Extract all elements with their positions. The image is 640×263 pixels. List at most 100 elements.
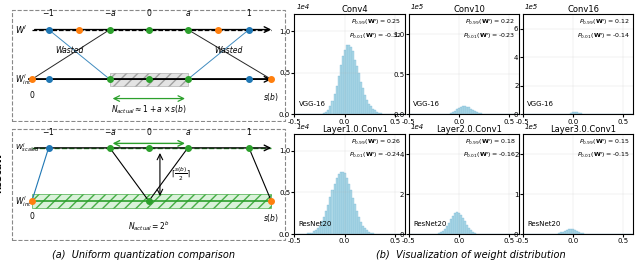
Bar (476, 112, 477, 114)
Bar (319, 226, 321, 234)
Bar (362, 88, 364, 114)
Bar (310, 233, 312, 234)
Text: ResNet20: ResNet20 (527, 221, 561, 227)
Bar (349, 190, 351, 234)
Bar (464, 106, 466, 114)
Bar (442, 231, 444, 234)
Bar (349, 47, 351, 114)
Title: Layer2.0.Conv1: Layer2.0.Conv1 (436, 125, 502, 134)
Bar (316, 230, 317, 234)
Bar (458, 108, 460, 114)
Text: $P_{0.99}(\mathbf{W}^r) = $0.26
$P_{0.01}(\mathbf{W}^r) = $-0.24: $P_{0.99}(\mathbf{W}^r) = $0.26 $P_{0.01… (349, 137, 401, 160)
Text: Vanilla: Vanilla (0, 37, 3, 72)
Bar (454, 111, 456, 114)
Bar (372, 233, 374, 234)
Bar (466, 107, 468, 114)
Bar (454, 213, 456, 234)
Bar (470, 230, 472, 234)
Bar (348, 184, 349, 234)
Bar (438, 233, 440, 234)
Bar (321, 221, 323, 234)
Bar (330, 106, 332, 114)
Text: VGG-16: VGG-16 (413, 102, 440, 107)
Text: 0: 0 (29, 91, 35, 100)
Bar (466, 225, 468, 234)
Text: ResNet20: ResNet20 (413, 221, 446, 227)
Bar (461, 218, 464, 234)
Text: $a$: $a$ (185, 9, 191, 18)
Bar (458, 213, 460, 234)
Text: $P_{0.99}(\mathbf{W}^r) = $0.12
$P_{0.01}(\mathbf{W}^r) = $-0.14: $P_{0.99}(\mathbf{W}^r) = $0.12 $P_{0.01… (577, 17, 630, 41)
Title: Conv4: Conv4 (342, 6, 369, 14)
Bar (32, 194, 271, 208)
Bar (558, 233, 560, 234)
Bar (367, 232, 370, 234)
Text: ResNet20: ResNet20 (299, 221, 332, 227)
Bar (372, 109, 374, 114)
Text: $s(b)$: $s(b)$ (263, 213, 280, 224)
Bar (576, 231, 578, 234)
Bar (356, 211, 358, 234)
Bar (380, 113, 381, 114)
Bar (468, 228, 470, 234)
Bar (328, 205, 330, 234)
Bar (444, 229, 445, 234)
Text: 1e5: 1e5 (525, 4, 538, 11)
Bar (333, 184, 335, 234)
Bar (337, 174, 340, 234)
Bar (365, 100, 367, 114)
Bar (314, 231, 316, 234)
Text: $-a$: $-a$ (104, 128, 116, 136)
Bar (582, 233, 584, 234)
Bar (110, 73, 188, 86)
Bar (370, 233, 372, 234)
Bar (312, 233, 314, 234)
Bar (578, 232, 580, 234)
Bar (572, 112, 574, 114)
Text: $-1$: $-1$ (42, 7, 55, 18)
Bar (562, 232, 564, 234)
Text: $P_{0.99}(\mathbf{W}^r) = $0.15
$P_{0.01}(\mathbf{W}^r) = $-0.15: $P_{0.99}(\mathbf{W}^r) = $0.15 $P_{0.01… (577, 137, 630, 160)
Bar (570, 229, 572, 234)
Bar (452, 112, 454, 114)
Text: $1$: $1$ (246, 126, 252, 136)
Bar (353, 60, 356, 114)
Bar (328, 110, 330, 114)
Bar (340, 172, 342, 234)
Bar (342, 171, 344, 234)
Text: 1e4: 1e4 (296, 124, 310, 130)
Bar (378, 113, 380, 114)
Text: $W^l$: $W^l$ (15, 23, 28, 36)
Bar (566, 230, 568, 234)
Bar (330, 197, 332, 234)
Title: Layer1.0.Conv1: Layer1.0.Conv1 (322, 125, 388, 134)
Bar (472, 232, 474, 234)
Bar (474, 233, 476, 234)
Text: $P_{0.99}(\mathbf{W}^r) = $0.18
$P_{0.01}(\mathbf{W}^r) = $-0.16: $P_{0.99}(\mathbf{W}^r) = $0.18 $P_{0.01… (463, 137, 515, 160)
Bar (346, 45, 348, 114)
Bar (337, 76, 340, 114)
Bar (332, 190, 333, 234)
Text: 1e4: 1e4 (411, 124, 424, 130)
Text: $N_{actual} \approx 1 + a \times s(b)$: $N_{actual} \approx 1 + a \times s(b)$ (111, 104, 187, 116)
Text: 1e5: 1e5 (411, 4, 424, 11)
Bar (367, 104, 370, 114)
Bar (447, 223, 450, 234)
Title: Layer3.0.Conv1: Layer3.0.Conv1 (550, 125, 616, 134)
Bar (460, 107, 461, 114)
Bar (335, 86, 337, 114)
Title: Conv16: Conv16 (567, 6, 599, 14)
Title: Conv10: Conv10 (453, 6, 485, 14)
Text: $N_{actual} = 2^b$: $N_{actual} = 2^b$ (128, 219, 170, 233)
Text: $1$: $1$ (246, 7, 252, 18)
Bar (464, 221, 466, 234)
Bar (468, 108, 470, 114)
Text: (b)  Visualization of weight distribution: (b) Visualization of weight distribution (376, 250, 565, 260)
Bar (440, 232, 442, 234)
Bar (472, 110, 474, 114)
Bar (365, 230, 367, 234)
Text: $0$: $0$ (146, 7, 152, 18)
Bar (564, 231, 566, 234)
Bar (356, 65, 358, 114)
Bar (370, 107, 372, 114)
